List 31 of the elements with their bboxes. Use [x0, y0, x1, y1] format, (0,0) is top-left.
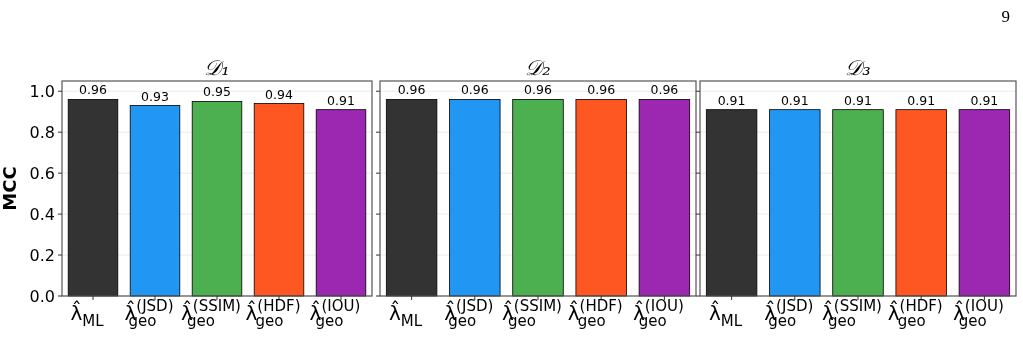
data-label: 0.91	[844, 92, 872, 108]
text: 9	[1001, 7, 1010, 26]
data-label: 0.96	[397, 82, 426, 98]
bar	[191, 101, 243, 297]
y-tick-label: 0.4	[29, 204, 55, 224]
data-label: 0.96	[524, 82, 552, 98]
data-label: 0.93	[141, 88, 169, 104]
data-label: 0.91	[717, 92, 746, 108]
data-label: 0.91	[780, 92, 809, 108]
y-tick-label: 0.2	[29, 245, 55, 265]
bar	[253, 103, 305, 297]
chart-title: 𝒟₁	[204, 56, 230, 80]
bar	[315, 109, 367, 297]
chart-title: 𝒟₃	[845, 56, 871, 80]
data-label: 0.96	[650, 82, 679, 98]
data-label: 0.91	[907, 92, 936, 108]
y-axis-title: MCC	[0, 166, 20, 211]
chart-title: 𝒟₂	[525, 56, 551, 80]
data-label: 0.91	[970, 92, 999, 108]
bar	[129, 105, 181, 297]
y-tick-label: 0.8	[29, 122, 55, 142]
bar	[67, 99, 119, 297]
data-label: 0.91	[327, 92, 355, 108]
data-label: 0.96	[79, 82, 107, 98]
y-tick-label: 1.0	[29, 81, 55, 101]
data-label: 0.96	[460, 82, 489, 98]
data-label: 0.94	[265, 86, 293, 102]
data-label: 0.96	[587, 82, 616, 98]
y-tick-label: 0.0	[29, 286, 55, 306]
y-tick-label: 0.6	[29, 163, 55, 183]
data-label: 0.95	[203, 84, 231, 100]
